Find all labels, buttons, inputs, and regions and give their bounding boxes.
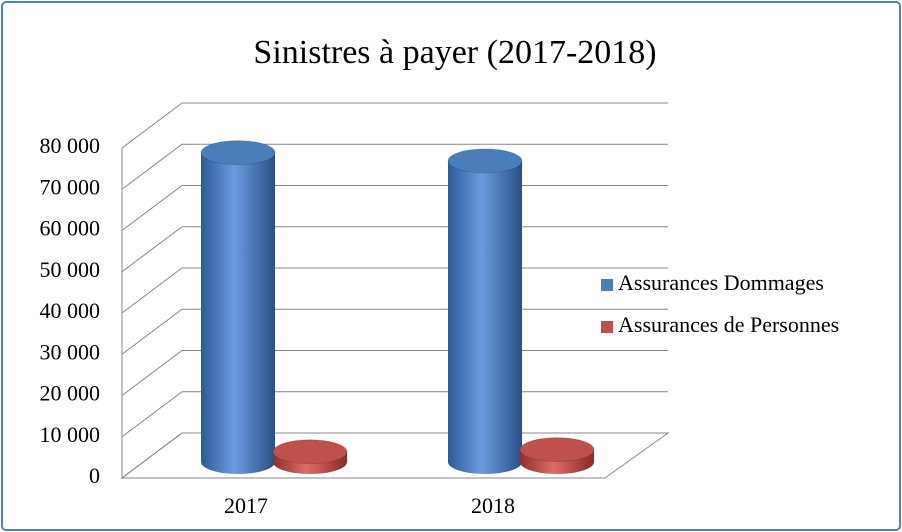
cylinder-top bbox=[447, 148, 523, 174]
cylinder-top bbox=[272, 439, 348, 465]
chart-title: Sinistres à payer (2017-2018) bbox=[253, 34, 656, 71]
x-tick-label: 2017 bbox=[224, 493, 268, 518]
cylinder-top bbox=[200, 140, 276, 166]
grid-line bbox=[121, 143, 668, 190]
y-tick-label: 10 000 bbox=[40, 422, 101, 447]
y-tick-label: 0 bbox=[89, 463, 100, 488]
legend-label: Assurances Dommages bbox=[618, 270, 824, 295]
x-tick-label: 2018 bbox=[471, 493, 515, 518]
y-tick-label: 50 000 bbox=[40, 257, 101, 282]
y-tick-label: 40 000 bbox=[40, 298, 101, 323]
legend-label: Assurances de Personnes bbox=[618, 312, 839, 337]
y-tick-label: 30 000 bbox=[40, 339, 101, 364]
y-tick-label: 80 000 bbox=[40, 133, 101, 158]
y-tick-label: 60 000 bbox=[40, 216, 101, 241]
y-tick-label: 20 000 bbox=[40, 381, 101, 406]
cylinder-body bbox=[448, 160, 522, 474]
y-tick-label: 70 000 bbox=[40, 174, 101, 199]
grid-line bbox=[121, 102, 668, 149]
cylinder-top bbox=[519, 437, 595, 463]
legend-swatch bbox=[601, 279, 613, 291]
cylinder-body bbox=[201, 152, 275, 474]
legend-swatch bbox=[601, 321, 613, 333]
